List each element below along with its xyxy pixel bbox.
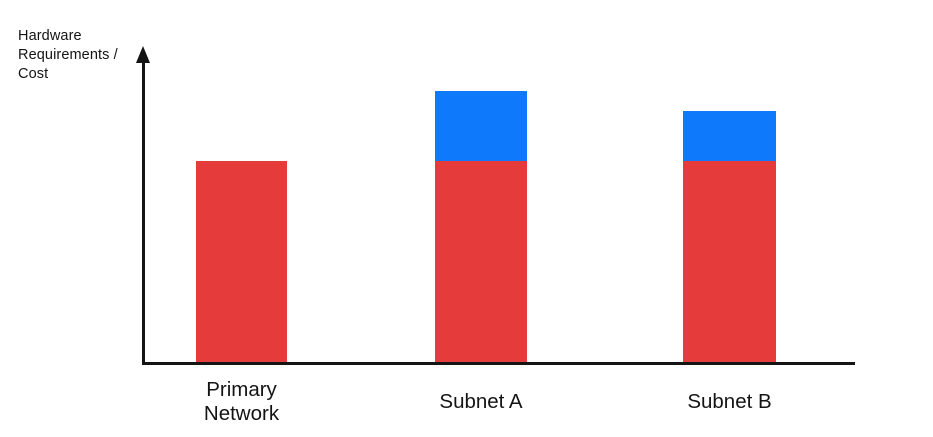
category-label-subnet-a: Subnet A (439, 390, 523, 413)
y-axis-label: Hardware Requirements / Cost (18, 28, 118, 82)
bar-subnet-a-red-segment (435, 161, 527, 362)
category-label-primary-network: Primary Network (203, 378, 280, 425)
bar-subnet-a-blue-segment (435, 91, 527, 161)
x-axis-line (142, 362, 855, 365)
bar-subnet-b-blue-segment (683, 111, 776, 161)
y-axis-arrowhead-icon (136, 46, 150, 63)
category-label-subnet-b: Subnet B (687, 390, 772, 413)
bar-primary-network-red-segment (196, 161, 287, 362)
bar-subnet-b-red-segment (683, 161, 776, 362)
y-axis-line (142, 56, 145, 365)
